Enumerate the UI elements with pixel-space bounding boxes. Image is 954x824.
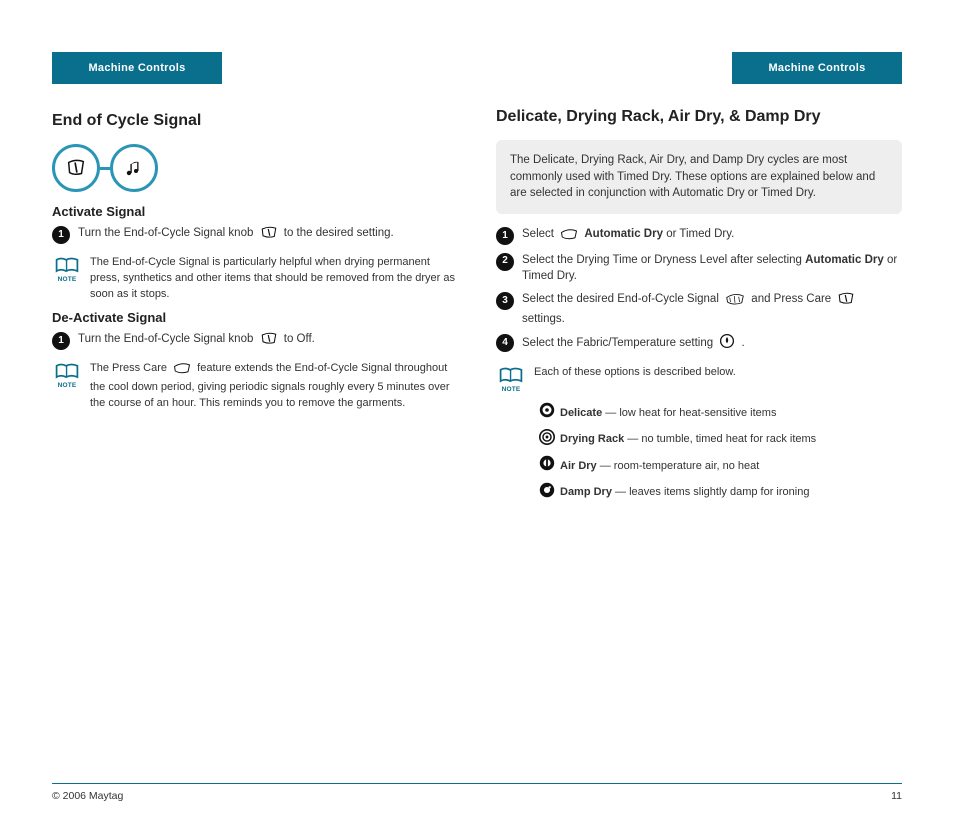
rnum-2: 2 (496, 253, 514, 271)
note-icon: NOTE (52, 255, 82, 303)
left-step2-a: Turn the End-of-Cycle Signal knob (78, 333, 253, 345)
left-step-2: 1 Turn the End-of-Cycle Signal knob to O… (52, 331, 458, 351)
icon-link (100, 167, 110, 170)
note-icon-3: NOTE (496, 365, 526, 393)
footer-right: 11 (891, 790, 902, 802)
right-step-4: 4 Select the Fabric/Temperature setting … (496, 333, 902, 355)
knob-inline-icon-2 (260, 331, 278, 351)
left-column: Machine Controls End of Cycle Signal Act… (52, 52, 458, 507)
step-number-1: 1 (52, 226, 70, 244)
left-step1-b: to the desired setting. (284, 227, 394, 239)
rnum-3: 3 (496, 292, 514, 310)
mode-row-2: Air Dry — room-temperature air, no heat (534, 454, 902, 478)
right-note-text: Each of these options is described below… (534, 365, 902, 393)
left-note-2: NOTE The Press Care feature extends the … (52, 361, 458, 412)
mode-row-0: Delicate — low heat for heat-sensitive i… (534, 401, 902, 425)
page-footer: © 2006 Maytag 11 (52, 783, 902, 802)
left-header: End of Cycle Signal (52, 112, 458, 130)
music-icon (110, 144, 158, 192)
autodry-inline-icon (560, 228, 578, 246)
right-column: Machine Controls Delicate, Drying Rack, … (496, 52, 902, 507)
signal-inline-icon (725, 293, 745, 311)
right-step-2: 2 Select the Drying Time or Dryness Leve… (496, 252, 902, 285)
rnum-4: 4 (496, 334, 514, 352)
left-note1-text: The End-of-Cycle Signal is particularly … (90, 255, 458, 303)
left-note-1: NOTE The End-of-Cycle Signal is particul… (52, 255, 458, 303)
mode-icon-airdry (534, 454, 560, 478)
mode-icon-dampdry (534, 481, 560, 505)
mode-row-1: Drying Rack — no tumble, timed heat for … (534, 428, 902, 452)
temp-inline-icon (719, 333, 735, 355)
mode-row-3: Damp Dry — leaves items slightly damp fo… (534, 481, 902, 505)
step-number-1b: 1 (52, 332, 70, 350)
mode-icon-rack (534, 428, 560, 452)
left-tag: Machine Controls (52, 52, 222, 84)
presscare-inline-icon-2 (837, 291, 855, 311)
deactivate-heading: De-Activate Signal (52, 310, 458, 325)
activate-heading: Activate Signal (52, 204, 458, 219)
modes-list: Delicate — low heat for heat-sensitive i… (534, 401, 902, 504)
rnum-1: 1 (496, 227, 514, 245)
footer-left: © 2006 Maytag (52, 790, 123, 802)
right-note: NOTE Each of these options is described … (496, 365, 902, 393)
right-greybox: The Delicate, Drying Rack, Air Dry, and … (496, 140, 902, 214)
right-step-3: 3 Select the desired End-of-Cycle Signal… (496, 291, 902, 327)
right-tag: Machine Controls (732, 52, 902, 84)
right-header: Delicate, Drying Rack, Air Dry, & Damp D… (496, 108, 902, 126)
signal-icon-pair (52, 144, 458, 192)
mode-icon-delicate (534, 401, 560, 425)
left-step1-a: Turn the End-of-Cycle Signal knob (78, 227, 253, 239)
knob-icon (52, 144, 100, 192)
note-icon-2: NOTE (52, 361, 82, 412)
left-step2-b: to Off. (284, 333, 315, 345)
left-note2-text: The Press Care feature extends the End-o… (90, 361, 458, 412)
left-step-1: 1 Turn the End-of-Cycle Signal knob to t… (52, 225, 458, 245)
presscare-inline-icon (173, 362, 191, 380)
right-step-1: 1 Select Automatic Dry or Timed Dry. (496, 226, 902, 246)
knob-inline-icon (260, 225, 278, 245)
